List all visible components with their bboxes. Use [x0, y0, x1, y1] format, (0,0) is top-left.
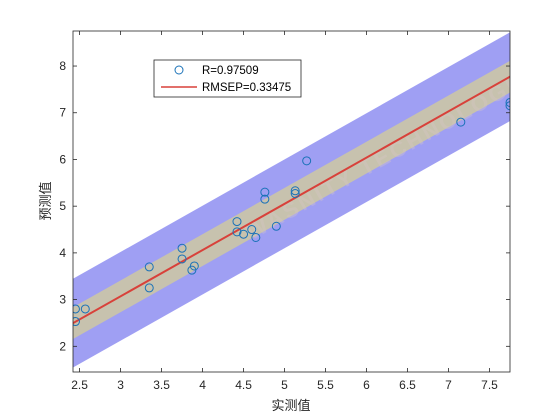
legend-circle-icon: [174, 65, 184, 75]
data-point: [290, 186, 300, 196]
x-tick-label: 6: [363, 378, 370, 392]
data-point: [80, 304, 90, 314]
y-axis-ticks: 2 3 4 5 6 7 8: [59, 59, 510, 353]
x-tick-label: 7: [445, 378, 452, 392]
data-point: [260, 194, 270, 204]
x-tick-label: 5.5: [317, 378, 334, 392]
legend-label-rmsep: RMSEP=0.33475: [202, 82, 291, 94]
data-point: [232, 227, 242, 237]
data-point: [177, 243, 187, 253]
y-tick-label: 3: [59, 293, 66, 307]
data-point: [505, 97, 510, 107]
data-point: [144, 262, 154, 272]
data-point: [247, 225, 257, 235]
data-point: [73, 317, 80, 327]
data-point: [260, 187, 270, 197]
x-tick-label: 2.5: [71, 378, 88, 392]
axes-box: [72, 30, 511, 373]
data-point: [290, 189, 300, 199]
data-point: [271, 221, 281, 231]
y-tick-label: 6: [59, 152, 66, 166]
x-tick-label: 7.5: [481, 378, 498, 392]
data-point: [456, 117, 466, 127]
data-point: [239, 229, 249, 239]
y-axis-title: 预测值: [38, 181, 54, 220]
y-tick-label: 7: [59, 106, 66, 120]
legend: R=0.97509 RMSEP=0.33475: [153, 59, 302, 98]
data-points: [73, 97, 510, 327]
data-point: [232, 217, 242, 227]
x-axis-title: 实测值: [271, 398, 310, 414]
data-point: [302, 156, 312, 166]
fit-line: [73, 75, 510, 325]
data-point: [73, 304, 80, 314]
x-axis-ticks: 2.5 3 3.5 4 4.5 5 5.5 6 6.5 7 7.5: [71, 31, 498, 392]
y-tick-label: 4: [59, 246, 66, 260]
x-tick-label: 3.5: [153, 378, 170, 392]
y-tick-label: 5: [59, 199, 66, 213]
data-point: [189, 261, 199, 271]
y-tick-label: 8: [59, 59, 66, 73]
x-tick-label: 3: [117, 378, 124, 392]
x-tick-label: 4: [199, 378, 206, 392]
legend-label-r: R=0.97509: [202, 65, 259, 77]
data-point: [505, 101, 510, 111]
data-point: [144, 283, 154, 293]
data-point: [177, 254, 187, 264]
y-tick-label: 2: [59, 339, 66, 353]
x-tick-label: 5: [281, 378, 288, 392]
data-point: [251, 232, 261, 242]
x-tick-label: 4.5: [235, 378, 252, 392]
x-tick-label: 6.5: [399, 378, 416, 392]
